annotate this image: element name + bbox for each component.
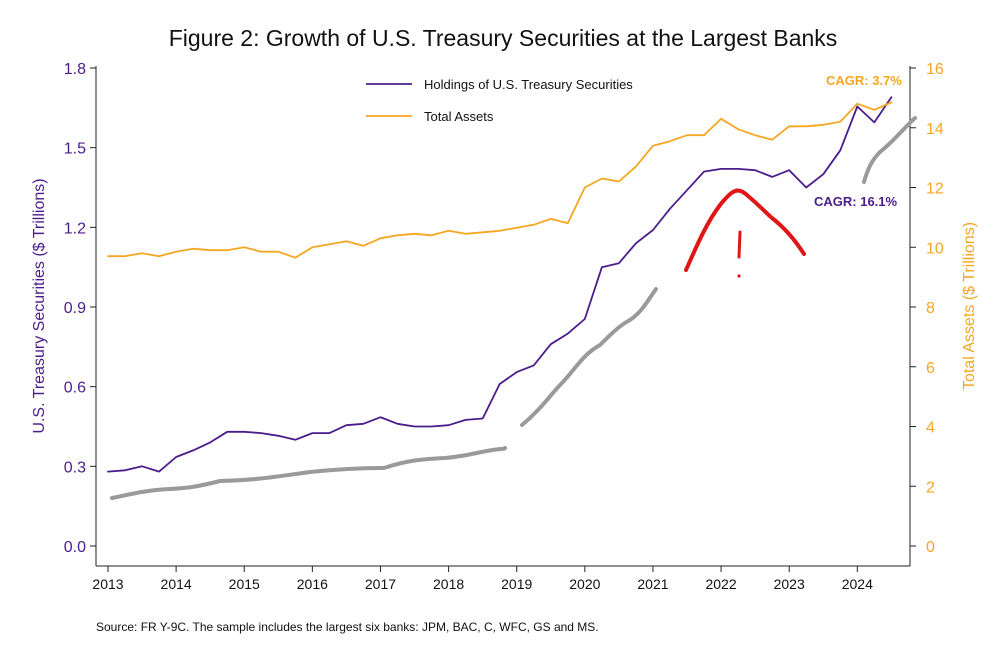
x-tick-label: 2021 [637, 576, 668, 592]
x-tick-label: 2024 [842, 576, 873, 592]
annotation-cagr-treasury: CAGR: 16.1% [814, 194, 898, 209]
x-tick-label: 2018 [433, 576, 464, 592]
right-tick-label: 14 [926, 121, 944, 138]
left-tick-label: 1.8 [64, 61, 86, 78]
right-tick-label: 6 [926, 360, 935, 377]
x-tick-label: 2014 [161, 576, 192, 592]
chart-title: Figure 2: Growth of U.S. Treasury Securi… [169, 25, 838, 51]
x-tick-label: 2013 [92, 576, 123, 592]
x-tick-label: 2019 [501, 576, 532, 592]
x-tick-label: 2016 [297, 576, 328, 592]
left-tick-label: 0.6 [64, 380, 86, 397]
right-tick-label: 8 [926, 300, 935, 317]
right-tick-label: 12 [926, 181, 944, 198]
plot-area [95, 66, 911, 567]
x-axis-ticks: 2013 2014 2015 2016 2017 2018 2019 2020 2021 2022… [92, 566, 873, 592]
red-annotation-strokes [684, 188, 806, 278]
legend: Holdings of U.S. Treasury Securities Tot… [366, 77, 633, 124]
series-line-total-assets [107, 101, 893, 259]
right-axis-label: Total Assets ($ Trillions) [961, 222, 978, 390]
gray-trend-strokes [110, 116, 917, 500]
right-tick-label: 2 [926, 479, 935, 496]
left-tick-label: 1.5 [64, 141, 86, 158]
series-layer [107, 96, 893, 473]
right-axis-ticks: 0 2 4 6 8 10 12 14 16 [910, 61, 944, 556]
annotation-cagr-assets: CAGR: 3.7% [826, 73, 902, 88]
right-tick-label: 0 [926, 539, 935, 556]
gray-stroke-1 [110, 446, 507, 500]
left-axis-ticks: 0.0 0.3 0.6 0.9 1.2 1.5 1.8 [64, 61, 96, 556]
left-tick-label: 0.9 [64, 300, 86, 317]
series-line-treasury-holdings [107, 96, 893, 473]
source-note: Source: FR Y-9C. The sample includes the… [96, 620, 599, 634]
red-arc [684, 188, 806, 272]
x-tick-label: 2020 [569, 576, 600, 592]
x-tick-label: 2023 [774, 576, 805, 592]
left-axis-label: U.S. Treasury Securities ($ Trillions) [31, 178, 48, 433]
legend-label-assets: Total Assets [424, 109, 494, 124]
right-tick-label: 10 [926, 240, 944, 257]
x-tick-label: 2015 [229, 576, 260, 592]
right-tick-label: 4 [926, 420, 935, 437]
gray-stroke-3 [862, 116, 917, 184]
left-tick-label: 0.0 [64, 539, 86, 556]
legend-label-treasury: Holdings of U.S. Treasury Securities [424, 77, 633, 92]
x-tick-label: 2017 [365, 576, 396, 592]
left-tick-label: 0.3 [64, 459, 86, 476]
x-tick-label: 2022 [705, 576, 736, 592]
red-dot [737, 274, 741, 278]
left-tick-label: 1.2 [64, 220, 86, 237]
gray-stroke-2 [520, 287, 658, 427]
red-tick [737, 230, 742, 259]
right-tick-label: 16 [926, 61, 944, 78]
